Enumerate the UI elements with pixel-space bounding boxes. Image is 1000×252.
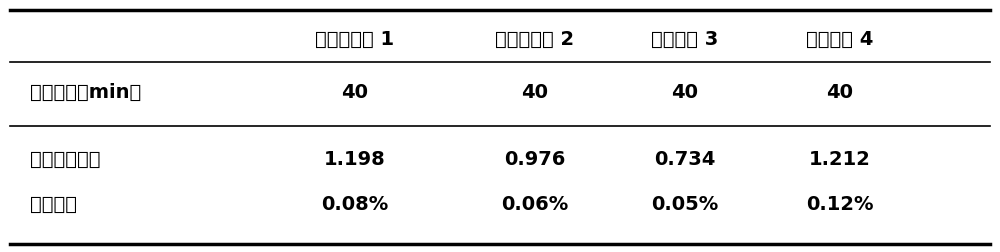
Text: 0.734: 0.734 — [654, 149, 716, 168]
Text: 0.05%: 0.05% — [651, 195, 719, 214]
Text: 0.08%: 0.08% — [321, 195, 389, 214]
Text: 40: 40 — [522, 82, 548, 102]
Text: 灯菌方法 3: 灯菌方法 3 — [651, 29, 719, 49]
Text: 吸光度平均值: 吸光度平均值 — [30, 149, 100, 168]
Text: 叶酸含量: 叶酸含量 — [30, 195, 77, 214]
Text: 0.12%: 0.12% — [806, 195, 874, 214]
Text: 灯菌方法 4: 灯菌方法 4 — [806, 29, 874, 49]
Text: 超声时间（min）: 超声时间（min） — [30, 82, 141, 102]
Text: 40: 40 — [342, 82, 368, 102]
Text: 灯菌发方法 2: 灯菌发方法 2 — [495, 29, 575, 49]
Text: 0.06%: 0.06% — [501, 195, 569, 214]
Text: 40: 40 — [826, 82, 854, 102]
Text: 1.212: 1.212 — [809, 149, 871, 168]
Text: 0.976: 0.976 — [504, 149, 566, 168]
Text: 灯菌发方法 1: 灯菌发方法 1 — [315, 29, 395, 49]
Text: 1.198: 1.198 — [324, 149, 386, 168]
Text: 40: 40 — [672, 82, 698, 102]
